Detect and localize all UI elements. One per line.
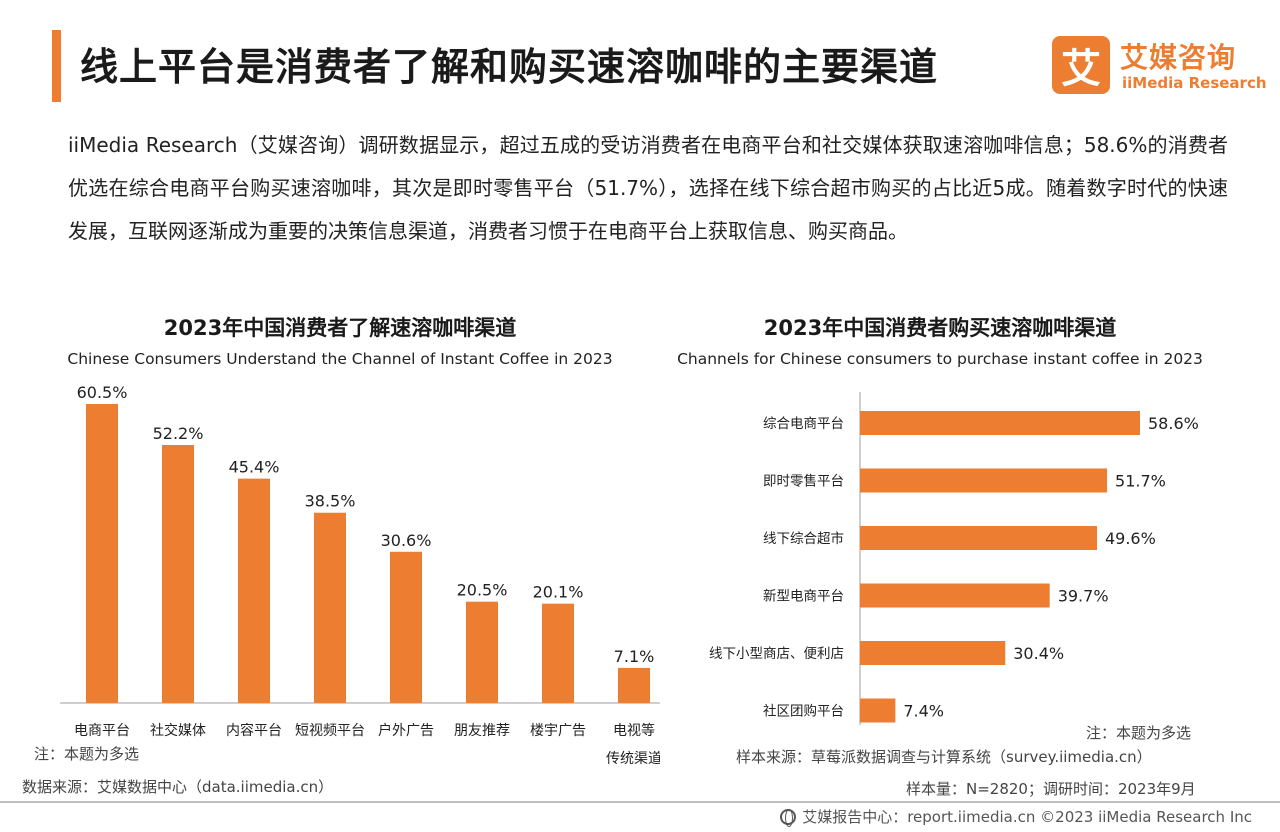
left-category-label-2: 内容平台 bbox=[226, 722, 282, 739]
right-bar-0 bbox=[860, 411, 1140, 435]
logo-name-en: iiMedia Research bbox=[1122, 74, 1267, 92]
right-category-label-4: 线下小型商店、便利店 bbox=[709, 646, 844, 662]
right-data-label-5: 7.4% bbox=[903, 702, 944, 721]
left-data-label-5: 20.5% bbox=[457, 581, 508, 600]
right-chart-title: 2023年中国消费者购买速溶咖啡渠道 bbox=[763, 316, 1117, 340]
left-chart-title: 2023年中国消费者了解速溶咖啡渠道 bbox=[163, 316, 517, 340]
left-data-label-1: 52.2% bbox=[153, 424, 204, 443]
summary-paragraph: iiMedia Research（艾媒咨询）调研数据显示，超过五成的受访消费者在… bbox=[68, 133, 1228, 243]
right-category-label-2: 线下综合超市 bbox=[763, 530, 844, 547]
right-chart-subtitle: Channels for Chinese consumers to purcha… bbox=[677, 350, 1203, 368]
page-title: 线上平台是消费者了解和购买速溶咖啡的主要渠道 bbox=[80, 45, 939, 89]
left-bar-0 bbox=[86, 404, 118, 703]
left-category-line-7-0: 电视等 bbox=[613, 722, 655, 739]
left-category-label-6: 楼宇广告 bbox=[530, 723, 586, 739]
left-category-line-0-0: 电商平台 bbox=[74, 723, 130, 739]
left-source: 数据来源：艾媒数据中心（data.iimedia.cn） bbox=[22, 778, 334, 796]
right-data-label-4: 30.4% bbox=[1013, 644, 1064, 663]
right-category-label-1: 即时零售平台 bbox=[763, 474, 844, 490]
left-data-label-4: 30.6% bbox=[381, 531, 432, 550]
right-source: 样本来源：草莓派数据调查与计算系统（survey.iimedia.cn） bbox=[736, 748, 1152, 766]
right-sample: 样本量：N=2820；调研时间：2023年9月 bbox=[906, 780, 1196, 798]
right-bar-1 bbox=[860, 468, 1108, 493]
right-data-label-3: 39.7% bbox=[1058, 587, 1109, 606]
left-data-label-0: 60.5% bbox=[77, 383, 128, 402]
left-bar-5 bbox=[466, 601, 498, 703]
left-bar-3 bbox=[314, 512, 346, 703]
left-category-label-3: 短视频平台 bbox=[295, 723, 365, 739]
right-data-label-2: 49.6% bbox=[1105, 529, 1156, 548]
left-bar-6 bbox=[542, 603, 574, 703]
left-category-label-5: 朋友推荐 bbox=[454, 723, 510, 739]
left-category-line-5-0: 朋友推荐 bbox=[454, 723, 510, 739]
left-bar-4 bbox=[390, 551, 422, 703]
left-bar-1 bbox=[162, 445, 194, 703]
right-bar-5 bbox=[860, 698, 896, 723]
footer-text: 艾媒报告中心：report.iimedia.cn ©2023 iiMedia R… bbox=[802, 808, 1252, 826]
left-bar-chart: 60.5% 电商平台 52.2% 社交媒体 45.4% 内容平台 38.5% 短视频平台 30.… bbox=[60, 383, 660, 767]
right-category-label-0: 综合电商平台 bbox=[763, 416, 844, 432]
brand-logo: 艾 艾媒咨询 iiMedia Research bbox=[1052, 32, 1267, 98]
right-bar-chart: 58.6% 综合电商平台 51.7% 即时零售平台 49.6% 线下综合超市 39.7% 新型… bbox=[709, 392, 1199, 725]
left-category-label-1: 社交媒体 bbox=[150, 722, 206, 739]
left-category-line-3-0: 短视频平台 bbox=[295, 723, 365, 739]
right-bar-4 bbox=[860, 641, 1006, 665]
left-bar-2 bbox=[238, 478, 270, 703]
left-data-label-7: 7.1% bbox=[614, 647, 655, 666]
left-bar-7 bbox=[618, 667, 650, 703]
left-data-label-3: 38.5% bbox=[305, 492, 356, 511]
left-category-line-6-0: 楼宇广告 bbox=[530, 723, 586, 739]
left-data-label-2: 45.4% bbox=[229, 458, 280, 477]
left-category-line-2-0: 内容平台 bbox=[226, 722, 282, 739]
left-note: 注：本题为多选 bbox=[34, 745, 140, 763]
footer-divider bbox=[0, 801, 1280, 803]
left-category-line-1-0: 社交媒体 bbox=[150, 722, 206, 739]
left-category-line-4-0: 户外广告 bbox=[378, 722, 434, 739]
left-chart-subtitle: Chinese Consumers Understand the Channel… bbox=[67, 350, 613, 368]
logo-name-cn: 艾媒咨询 bbox=[1120, 41, 1237, 74]
left-category-line-7-1: 传统渠道 bbox=[606, 751, 660, 767]
logo-mark-icon: 艾 bbox=[1052, 36, 1110, 94]
globe-icon bbox=[780, 808, 797, 827]
title-accent-bar bbox=[52, 30, 61, 102]
left-category-label-4: 户外广告 bbox=[378, 722, 434, 739]
right-data-label-1: 51.7% bbox=[1115, 472, 1166, 491]
left-category-label-0: 电商平台 bbox=[74, 723, 130, 739]
right-data-label-0: 58.6% bbox=[1148, 414, 1199, 433]
right-note: 注：本题为多选 bbox=[1086, 724, 1192, 742]
left-data-label-6: 20.1% bbox=[533, 583, 584, 602]
right-bar-2 bbox=[860, 526, 1097, 550]
left-category-label-7: 电视等传统渠道 bbox=[606, 722, 660, 767]
right-category-label-3: 新型电商平台 bbox=[763, 589, 844, 605]
footer: 艾媒报告中心：report.iimedia.cn ©2023 iiMedia R… bbox=[780, 806, 1252, 827]
right-category-label-5: 社区团购平台 bbox=[763, 704, 844, 720]
right-bar-3 bbox=[860, 583, 1050, 608]
